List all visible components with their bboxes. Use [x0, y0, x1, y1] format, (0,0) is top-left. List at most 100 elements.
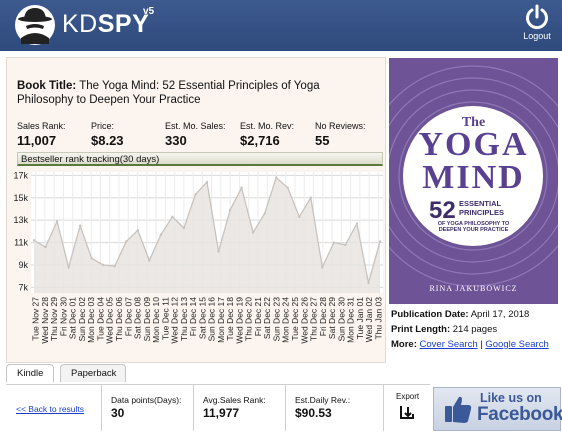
- tab-paperback[interactable]: Paperback: [60, 364, 126, 382]
- chart-data-point: [378, 240, 382, 243]
- chart-x-tick-label: Mon Dec 24: [281, 297, 291, 343]
- chart-data-point: [194, 193, 197, 196]
- book-title-label: Book Title:: [17, 80, 77, 92]
- chart-data-point: [125, 240, 128, 243]
- stat-est-mo-rev: Est. Mo. Rev: $2,716: [240, 121, 294, 148]
- chart-x-tick-label: Sun Dec 09: [142, 297, 152, 342]
- chart-x-tick-label: Tue Jan 01: [355, 297, 365, 339]
- chart-x-tick-label: Wed Dec 26: [299, 297, 309, 344]
- chart-x-tick-label: Fri Dec 14: [188, 297, 198, 336]
- book-title: Book Title: The Yoga Mind: 52 Essential …: [17, 79, 379, 107]
- chart-data-point: [344, 243, 347, 247]
- est-daily-value: $90.53: [295, 406, 332, 420]
- chart-x-tick-label: Sat Dec 29: [327, 297, 337, 339]
- spy-logo-icon: [15, 5, 55, 45]
- facebook-name: Facebook: [477, 404, 562, 425]
- chart-data-point: [309, 196, 312, 199]
- chart-data-point: [251, 231, 255, 234]
- chart-data-point: [55, 220, 59, 223]
- facebook-like-banner[interactable]: Like us on Facebook: [433, 387, 562, 431]
- cover-subtitle-line: ESSENTIAL: [459, 199, 502, 208]
- app-header: KDSPY v5 Logout: [0, 0, 562, 51]
- footer-bar: << Back to results Data points(Days): 30…: [6, 384, 430, 431]
- cover-author: RINA JAKUBOWICZ: [429, 284, 518, 293]
- book-details-panel: Book Title: The Yoga Mind: 52 Essential …: [6, 57, 386, 363]
- power-icon: [526, 4, 548, 30]
- chart-x-tick-label: Mon Dec 31: [346, 297, 356, 343]
- chart-data-point: [275, 176, 278, 179]
- footer-est-daily: Est.Daily Rev.: $90.53: [286, 385, 384, 431]
- stat-sales-rank: Sales Rank: 11,007: [17, 121, 66, 148]
- footer-data-points: Data points(Days): 30: [102, 385, 194, 431]
- cover-mandala-decoration: [389, 65, 558, 287]
- rank-tracking-label: Bestseller rank tracking(30 days): [17, 152, 383, 166]
- stat-label: No Reviews:: [315, 121, 366, 131]
- brand-name: KDSPY: [62, 10, 149, 38]
- stat-value: 55: [315, 133, 330, 148]
- cover-subtitle2-line: OF YOGA PHILOSOPHY TO: [437, 221, 510, 227]
- facebook-like-text: Like us on: [480, 391, 542, 405]
- chart-x-tick-label: Wed Jan 02: [364, 297, 374, 342]
- chart-data-point: [102, 263, 105, 267]
- publication-date-value: April 17, 2018: [470, 309, 530, 320]
- cover-search-link[interactable]: Cover Search: [419, 339, 478, 350]
- chart-data-point: [298, 215, 301, 219]
- stat-label: Est. Mo. Sales:: [165, 121, 226, 131]
- chart-data-point: [182, 226, 186, 230]
- chart-y-tick-label: 7k: [18, 282, 28, 292]
- chart-data-point: [32, 239, 36, 242]
- chart-data-point: [205, 180, 209, 184]
- chart-x-tick-label: Fri Dec 28: [318, 297, 328, 336]
- footer-avg-rank: Avg.Sales Rank: 11,977: [194, 385, 286, 431]
- stat-label: Est. Mo. Rev:: [240, 121, 295, 131]
- chart-x-tick-label: Thu Dec 27: [309, 297, 319, 341]
- chart-data-point: [113, 264, 116, 268]
- chart-x-tick-label: Tue Dec 04: [95, 297, 105, 341]
- chart-data-point: [332, 241, 336, 244]
- chart-x-tick-label: Thu Nov 29: [49, 297, 59, 341]
- cover-subtitle: ESSENTIAL PRINCIPLES: [459, 199, 529, 217]
- cover-the: The: [461, 115, 486, 130]
- chart-data-point: [321, 266, 324, 269]
- back-to-results-link[interactable]: << Back to results: [16, 404, 85, 414]
- chart-x-tick-label: Fri Dec 07: [123, 297, 133, 336]
- stat-label: Sales Rank:: [17, 121, 66, 131]
- stat-value: $2,716: [240, 133, 280, 148]
- print-length-label: Print Length:: [391, 324, 451, 335]
- export-icon[interactable]: [399, 404, 415, 420]
- google-search-link[interactable]: Google Search: [485, 339, 549, 350]
- data-points-label: Data points(Days):: [111, 395, 182, 405]
- est-daily-label: Est.Daily Rev.:: [295, 395, 351, 405]
- chart-data-point: [159, 233, 163, 236]
- more-links: More: Cover Search | Google Search: [391, 339, 549, 350]
- print-length: Print Length: 214 pages: [391, 324, 497, 335]
- chart-data-point: [136, 229, 139, 232]
- tab-kindle[interactable]: Kindle: [6, 364, 54, 382]
- data-points-value: 30: [111, 406, 125, 420]
- avg-rank-label: Avg.Sales Rank:: [203, 395, 266, 405]
- logout-button[interactable]: Logout: [517, 4, 557, 48]
- chart-data-point: [90, 257, 93, 260]
- chart-data-point: [171, 215, 174, 219]
- stat-no-reviews: No Reviews: 55: [315, 121, 366, 148]
- book-cover: The YOGA MIND 52 ESSENTIAL PRINCIPLES OF…: [389, 58, 558, 304]
- logout-label: Logout: [523, 31, 551, 41]
- cover-yoga: YOGA: [418, 126, 529, 163]
- chart-x-tick-label: Thu Dec 06: [114, 297, 124, 341]
- link-separator: |: [480, 339, 483, 350]
- thumbs-up-icon: [445, 396, 472, 423]
- stat-value: 11,007: [17, 133, 57, 148]
- book-title-text: The Yoga Mind: 52 Essential Principles o…: [17, 80, 320, 106]
- stat-price: Price: $8.23: [91, 121, 124, 148]
- cover-number: 52: [429, 197, 456, 224]
- chart-x-tick-label: Wed Dec 05: [105, 297, 115, 344]
- stat-value: $8.23: [91, 133, 124, 148]
- chart-x-tick-label: Tue Nov 27: [31, 297, 41, 341]
- stat-label: Price:: [91, 121, 115, 131]
- chart-data-point: [263, 212, 266, 215]
- chart-x-tick-label: Tue Dec 11: [160, 297, 170, 340]
- chart-data-point: [44, 245, 47, 249]
- chart-data-point: [148, 259, 151, 262]
- chart-x-tick-label: Wed Dec 19: [234, 297, 244, 344]
- chart-y-tick-label: 15k: [13, 193, 28, 203]
